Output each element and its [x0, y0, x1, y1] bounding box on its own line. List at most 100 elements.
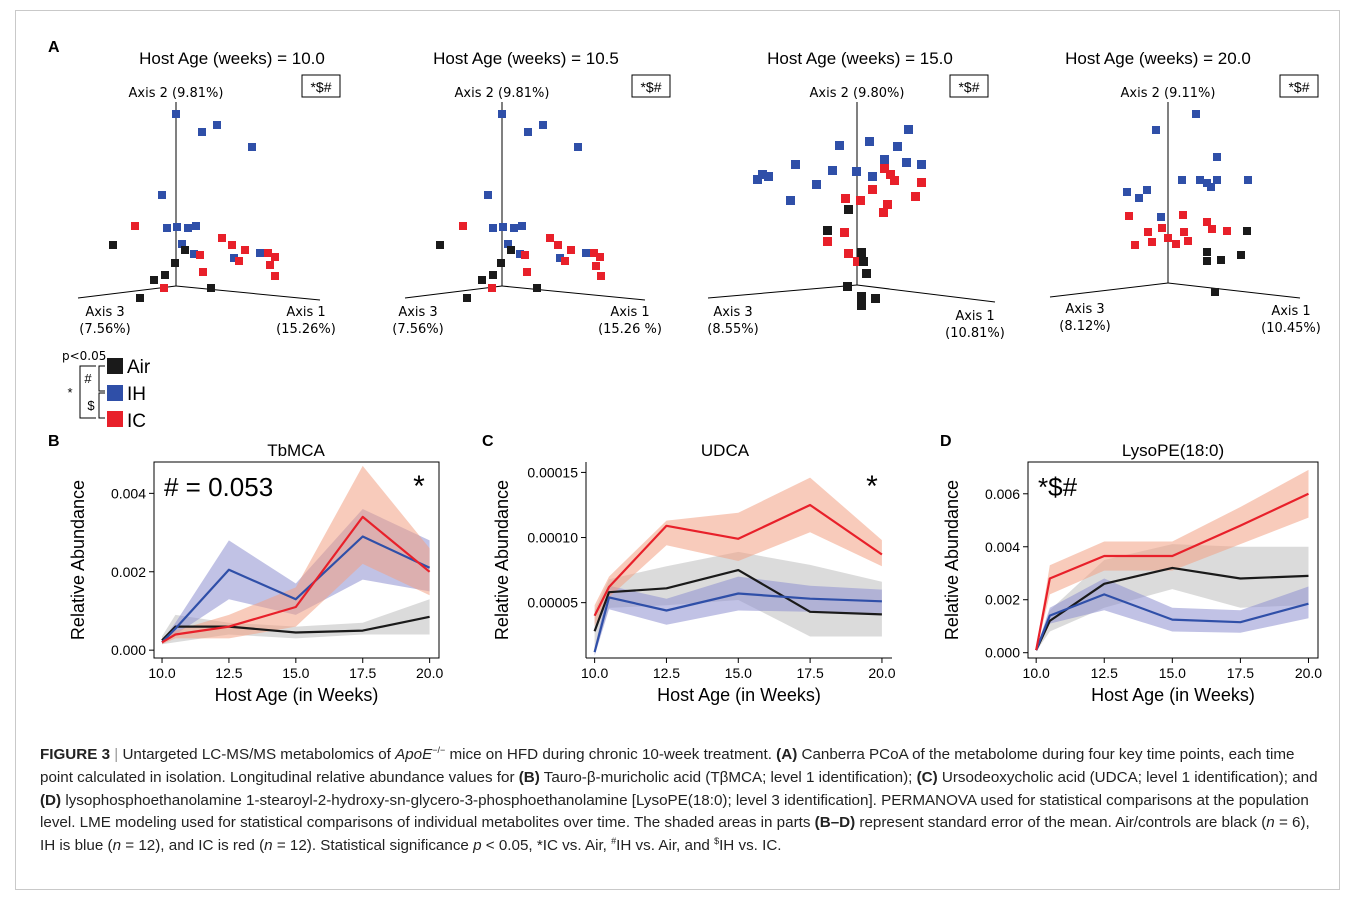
udca-chart: UDCA 10.0 12.5 15.0 17.5 20.0 0.00005 0.00010 0.…: [492, 441, 896, 705]
point-ic: [841, 194, 850, 203]
x-tick-label: 10.0: [581, 665, 608, 681]
point-ic: [823, 237, 832, 246]
point-ih: [1213, 153, 1221, 161]
annotation-significance: *: [413, 470, 425, 503]
legend-label-air: Air: [127, 357, 151, 378]
series-line-ic: [593, 503, 883, 617]
se-band-ih: [1036, 578, 1309, 652]
point-air: [171, 259, 179, 267]
x-axis-label: Host Age (in Weeks): [1091, 685, 1255, 705]
point-ih: [764, 172, 773, 181]
series-line-ih: [1035, 593, 1309, 651]
point-ic: [868, 185, 877, 194]
caption-p: p: [473, 837, 482, 855]
point-air: [533, 284, 541, 292]
point-ic: [459, 222, 467, 230]
chart-title: UDCA: [701, 441, 750, 460]
axis1-percent: (15.26 %): [598, 322, 662, 337]
point-ih: [1192, 110, 1200, 118]
caption-text: Untargeted LC-MS/MS metabolomics of: [122, 746, 396, 763]
caption-ref-bd: (B–D): [814, 814, 856, 832]
point-ic: [590, 249, 598, 257]
point-air: [871, 294, 880, 303]
caption-text: mice on HFD during chronic 10-week treat…: [445, 746, 777, 763]
point-ih: [917, 160, 926, 169]
point-ih: [828, 166, 837, 175]
point-ic: [880, 164, 889, 173]
caption-ref-a: (A): [776, 746, 798, 763]
caption-gene: ApoE: [395, 746, 433, 763]
pcoa-points: [1123, 110, 1252, 296]
point-air: [857, 292, 866, 301]
panel-letter-c: C: [482, 433, 494, 450]
point-ih: [852, 167, 861, 176]
point-ic: [592, 262, 600, 270]
point-ic: [1144, 228, 1152, 236]
point-air: [1237, 251, 1245, 259]
caption-n: n: [1266, 814, 1275, 832]
sig-box: [949, 74, 989, 98]
caption-n: n: [264, 837, 273, 855]
caption-text: = 12). Statistical significance: [272, 837, 474, 855]
point-ih: [880, 155, 889, 164]
series-line-air: [1035, 566, 1309, 651]
x-tick-label: 10.0: [1023, 665, 1050, 681]
axis3-label: Axis 3: [85, 305, 124, 320]
point-air: [497, 259, 505, 267]
point-ih: [498, 110, 506, 118]
axis3-percent: (8.55%): [707, 322, 758, 337]
point-air: [843, 282, 852, 291]
axis3-line: [77, 285, 177, 299]
point-ic: [199, 268, 207, 276]
series-line-ih: [593, 592, 882, 653]
sig-box: [1279, 74, 1319, 98]
series-line-ic: [1035, 492, 1309, 651]
series-line-ih: [161, 535, 431, 644]
caption-text: represent standard error of the mean. Ai…: [855, 814, 1267, 832]
caption-text: lysophosphoethanolamine 1-stearoyl-2-hyd…: [40, 791, 1309, 832]
point-ih: [198, 128, 206, 136]
point-air: [463, 294, 471, 302]
caption-text: = 6), IH is blue (: [40, 814, 1310, 855]
point-ih: [574, 143, 582, 151]
point-ih: [489, 224, 497, 232]
y-tick-label: 0.00005: [527, 595, 578, 611]
axis1-line: [1167, 282, 1301, 299]
point-air: [161, 271, 169, 279]
bracket-star: [79, 365, 96, 419]
point-air: [857, 248, 866, 257]
panel-letter-a: A: [48, 39, 60, 56]
point-ih: [1152, 126, 1160, 134]
point-ih: [1213, 176, 1221, 184]
point-ic: [271, 253, 279, 261]
point-ic: [1131, 241, 1139, 249]
tbmca-chart: TbMCA 10.0 12.5 15.0 17.5 20.0 0.000 0.002 0.004…: [68, 441, 443, 705]
point-ic: [1184, 237, 1192, 245]
point-ic: [840, 228, 849, 237]
legend-label-ih: IH: [127, 384, 146, 405]
sig-label: *$#: [310, 79, 331, 95]
point-ic: [1158, 224, 1166, 232]
x-tick-label: 12.5: [215, 665, 242, 681]
point-ih: [516, 250, 524, 258]
sig-box: [301, 74, 341, 98]
point-ih: [539, 121, 547, 129]
axis1-line: [856, 284, 996, 303]
point-ic: [1172, 240, 1180, 248]
point-ih: [518, 222, 526, 230]
point-ic: [488, 284, 496, 292]
axis1-line: [175, 285, 321, 301]
point-ih: [1196, 176, 1204, 184]
axis1-label: Axis 1: [955, 309, 994, 324]
point-ic: [218, 234, 226, 242]
x-tick-label: 12.5: [1091, 665, 1118, 681]
pcoa-panel-3: Host Age (weeks) = 15.0 *$# Axis 2 (9.80…: [707, 49, 1005, 341]
point-ih: [1135, 194, 1143, 202]
axis3-label: Axis 3: [398, 305, 437, 320]
legend-swatch-air: [107, 358, 123, 374]
point-ic: [596, 253, 604, 261]
axis3-line: [1049, 282, 1169, 298]
point-ic: [890, 176, 899, 185]
point-ic: [523, 268, 531, 276]
point-ic: [567, 246, 575, 254]
